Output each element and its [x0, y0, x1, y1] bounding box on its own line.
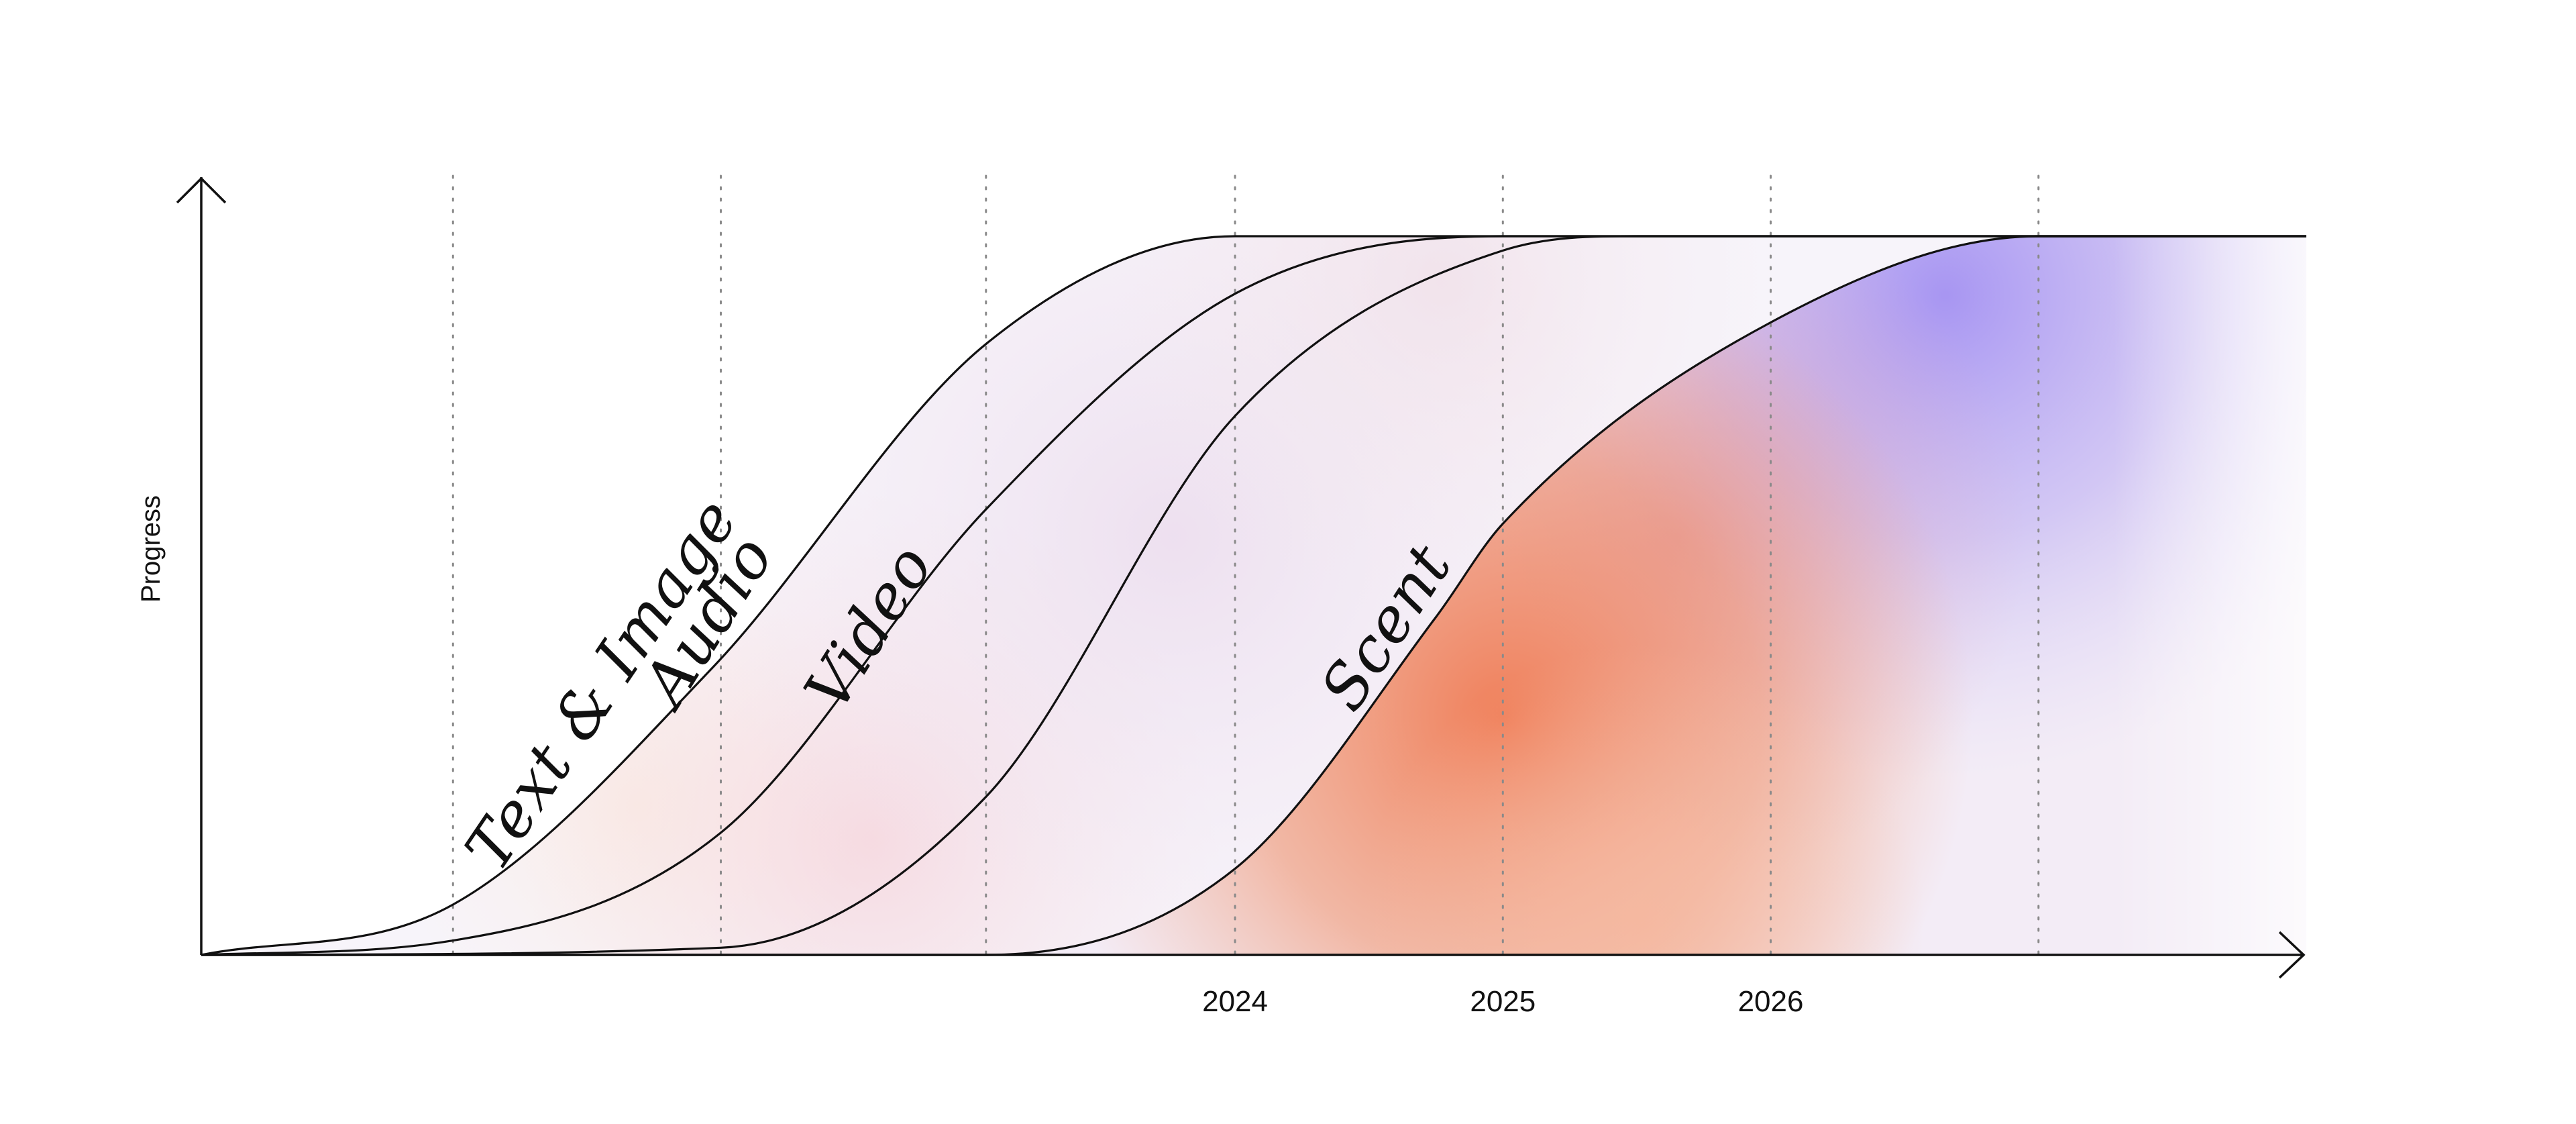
- x-tick-label: 2024: [1202, 985, 1268, 1018]
- scent-fill-fade: [2080, 236, 2306, 955]
- y-axis-label: Progress: [136, 495, 166, 603]
- vertical-gridlines: [451, 174, 2040, 956]
- y-axis-arrowhead: [176, 176, 227, 204]
- x-axis-arrowhead: [2278, 931, 2306, 979]
- x-tick-labels: 2024 2025 2026: [1202, 985, 1803, 1018]
- x-tick-label: 2026: [1738, 985, 1804, 1018]
- curve-video: [201, 235, 2306, 956]
- x-tick-label: 2025: [1470, 985, 1536, 1018]
- axes: [176, 176, 2306, 979]
